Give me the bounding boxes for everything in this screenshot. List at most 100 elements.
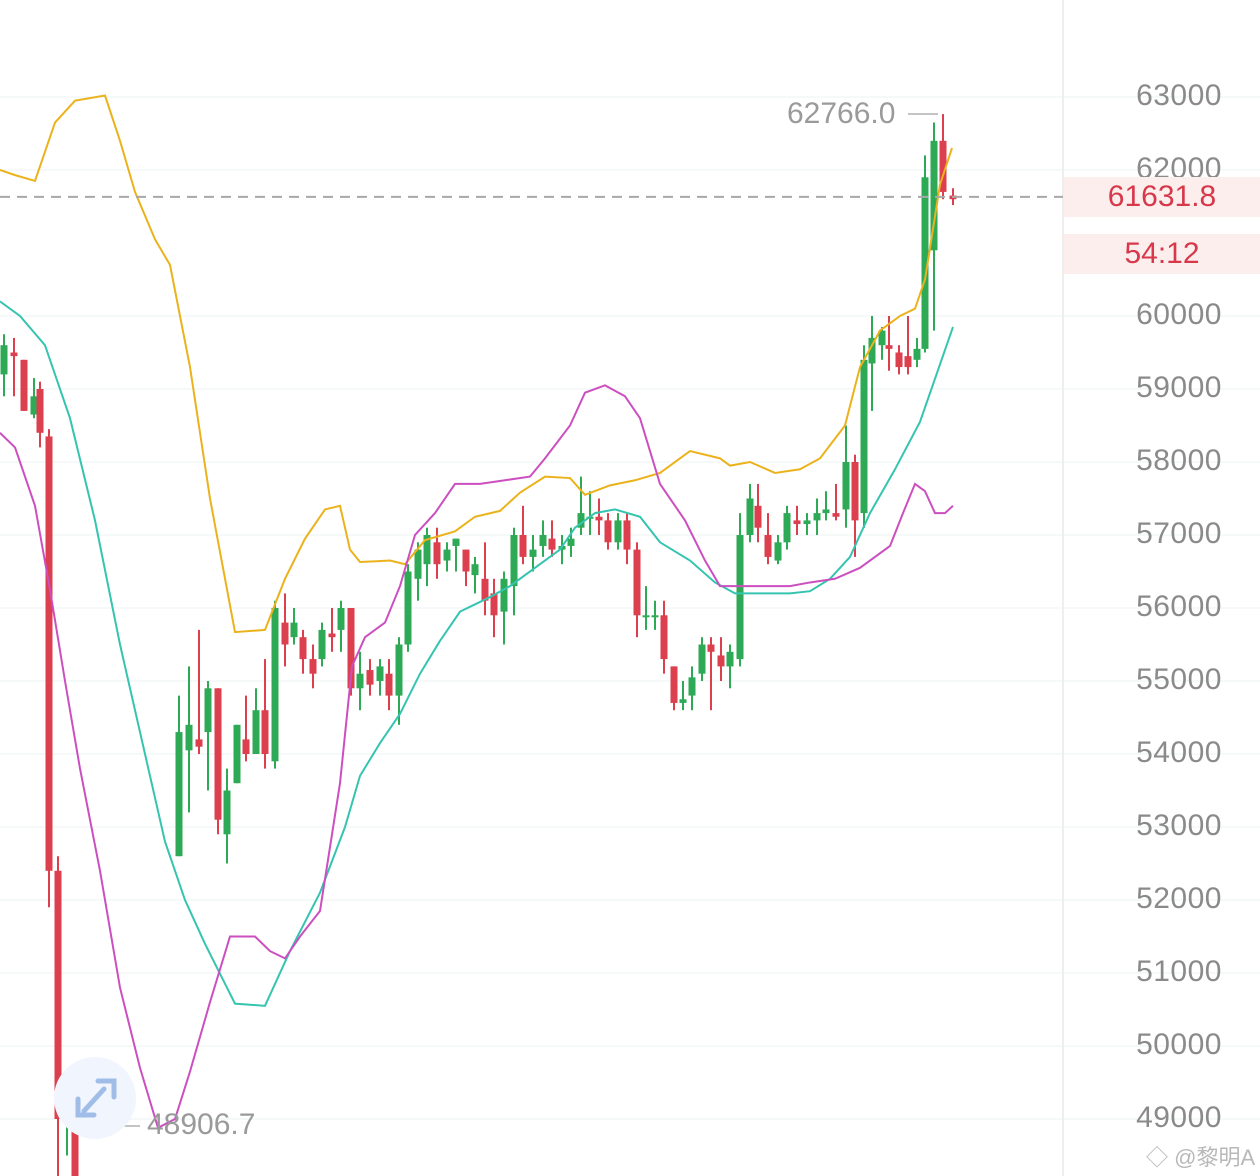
candle-body <box>913 348 921 360</box>
candle-body <box>490 593 498 616</box>
candle-body <box>939 140 947 192</box>
candle-body <box>595 516 603 521</box>
candle-body <box>395 644 403 696</box>
candle-body <box>471 564 479 576</box>
candle-body <box>878 330 886 346</box>
candle-body <box>20 359 28 411</box>
candle-body <box>443 549 451 561</box>
candle-body <box>868 337 876 364</box>
candle-body <box>604 520 612 543</box>
candle-body <box>726 651 734 667</box>
candle-body <box>366 670 374 685</box>
candle-body <box>404 571 412 645</box>
price-axis-tick: 60000 <box>1136 298 1222 331</box>
candle-body <box>895 352 903 368</box>
candle-body <box>803 520 811 525</box>
candle-body <box>223 790 231 835</box>
candle-body <box>347 608 355 689</box>
candle-body <box>577 513 585 528</box>
price-axis-tick: 53000 <box>1136 809 1222 842</box>
candle-body <box>746 498 754 535</box>
price-axis-tick: 58000 <box>1136 444 1222 477</box>
candle-body <box>71 1100 79 1176</box>
candle-body <box>500 578 508 612</box>
candle-body <box>736 535 744 660</box>
candle-body <box>233 724 241 784</box>
candle-body <box>385 673 393 696</box>
candle-body <box>185 724 193 751</box>
candle-body <box>299 637 307 660</box>
price-axis-tick: 55000 <box>1136 663 1222 696</box>
candle-body <box>885 345 893 349</box>
candle-body <box>832 513 840 517</box>
bollinger-middle-line <box>0 300 954 1007</box>
candle-body <box>510 535 518 587</box>
candle-body <box>309 659 317 674</box>
candle-body <box>423 535 431 565</box>
price-axis-tick: 52000 <box>1136 882 1222 915</box>
candle-body <box>214 688 222 820</box>
candle-body <box>242 739 250 754</box>
candle-body <box>481 578 489 601</box>
candle-body <box>851 462 859 521</box>
candle-body <box>0 345 8 375</box>
bollinger-lower-line <box>0 384 954 1130</box>
low-price-annotation: 48906.7 <box>147 1108 256 1141</box>
price-axis-tick: 54000 <box>1136 736 1222 769</box>
candle-body <box>462 549 470 572</box>
candle-body <box>519 535 527 557</box>
high-price-annotation: 62766.0 <box>787 97 896 130</box>
candle-body <box>679 699 687 703</box>
candle-body <box>793 520 801 525</box>
candle-body <box>281 622 289 645</box>
candle-body <box>30 396 38 415</box>
candle-body <box>452 538 460 546</box>
candle-body <box>252 710 260 754</box>
candle-body <box>633 549 641 616</box>
candle-body <box>318 629 326 660</box>
watermark-logo-icon: ◇ <box>1146 1145 1175 1170</box>
candle-body <box>783 513 791 543</box>
candle-body <box>433 542 441 565</box>
candle-body <box>774 542 782 561</box>
candle-body <box>195 739 203 747</box>
candle-body <box>529 549 537 557</box>
candle-body <box>45 436 53 871</box>
candle-body <box>623 520 631 550</box>
candle-body <box>290 622 298 638</box>
candle-body <box>204 688 212 733</box>
candle-body <box>567 538 575 546</box>
candle-body <box>356 673 364 689</box>
candle-body <box>822 509 830 514</box>
price-axis-tick: 57000 <box>1136 517 1222 550</box>
candle-body <box>271 608 279 762</box>
candle-body <box>36 389 44 433</box>
bollinger-upper-line <box>0 94 953 634</box>
candle-body <box>813 513 821 521</box>
candle-body <box>614 520 622 543</box>
watermark: ◇ @黎明A <box>1146 1145 1256 1170</box>
candle-body <box>54 870 62 1119</box>
expand-arrows-icon <box>75 1078 117 1118</box>
candle-body <box>328 633 336 638</box>
candle-body <box>10 352 18 357</box>
candle-body <box>921 177 929 349</box>
candle-body <box>688 677 696 696</box>
current-price-tag: 61631.8 <box>1064 177 1260 217</box>
expand-chart-button[interactable] <box>54 1057 136 1139</box>
candle-countdown-tag: 54:12 <box>1064 234 1260 274</box>
candle-body <box>414 549 422 579</box>
candle-body <box>261 710 269 754</box>
price-axis-tick: 63000 <box>1136 79 1222 112</box>
candle-body <box>904 356 912 368</box>
price-axis-tick: 59000 <box>1136 371 1222 404</box>
candle-body <box>337 608 345 630</box>
candle-body <box>842 462 850 510</box>
candle-body <box>651 615 659 618</box>
candle-body <box>717 655 725 667</box>
candle-body <box>764 535 772 557</box>
candle-body <box>698 644 706 674</box>
candle-body <box>175 732 183 857</box>
